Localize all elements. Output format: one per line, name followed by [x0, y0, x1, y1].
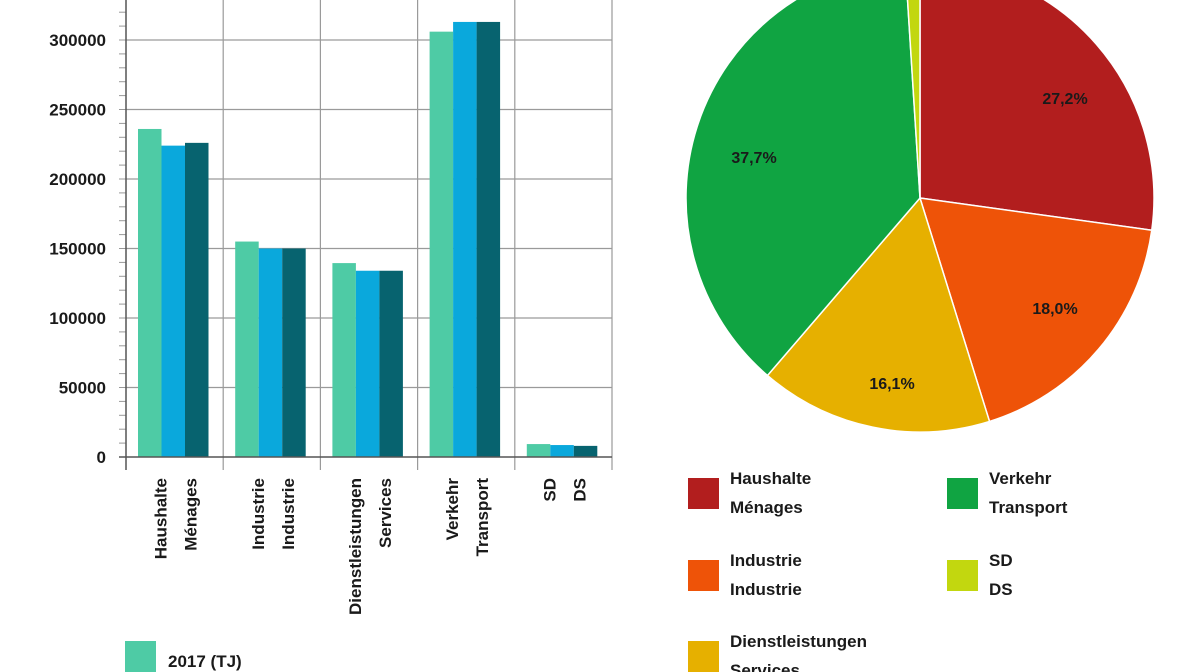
x-category-label: DS	[570, 478, 589, 502]
bar-dienstleistungen-series-1	[355, 270, 380, 457]
x-category-label: Verkehr	[443, 478, 462, 541]
legend-swatch-dienstleistungen	[688, 641, 719, 672]
legend-label-2017: 2017 (TJ)	[168, 652, 242, 671]
pie-percent-label: 18,0%	[1032, 301, 1077, 318]
bar-verkehr-series-2	[476, 21, 501, 458]
x-category-label: Industrie	[249, 478, 268, 550]
legend-label: Industrie	[730, 580, 802, 599]
y-tick-label: 100000	[49, 309, 106, 328]
bar-chart: 0 50000 100000 150000 200000 250000 300000 Haus…	[49, 0, 613, 672]
pie-slice-industrie	[918, 197, 1153, 423]
legend-label: Verkehr	[989, 469, 1052, 488]
bar-sd-series-0	[526, 444, 551, 457]
legend-label: SD	[989, 551, 1013, 570]
x-category-label: Services	[376, 478, 395, 548]
pie-percent-label: 16,1%	[869, 376, 914, 393]
pie-slice-dienstleistungen	[766, 196, 991, 433]
bar-verkehr-series-1	[453, 21, 477, 458]
bar-industrie-series-0	[235, 241, 259, 457]
bar-industrie-series-1	[258, 248, 283, 457]
y-tick-label: 50000	[59, 379, 106, 398]
x-category-label: Industrie	[279, 478, 298, 550]
pie-percent-label: 27,2%	[1042, 91, 1087, 108]
bar-dienstleistungen-series-2	[379, 270, 403, 457]
pie-slice-sd	[906, 0, 921, 199]
bar-sd-series-1	[550, 445, 574, 457]
legend-label: Transport	[989, 498, 1068, 517]
x-category-label: Ménages	[182, 478, 201, 551]
x-category-label: Haushalte	[152, 478, 171, 559]
legend-label: Ménages	[730, 498, 803, 517]
bar-verkehr-series-0	[429, 31, 454, 457]
y-tick-label: 200000	[49, 170, 106, 189]
y-tick-label: 250000	[49, 101, 106, 120]
bar-haushalte-series-2	[185, 142, 209, 458]
legend-label: DS	[989, 580, 1013, 599]
legend-swatch-verkehr	[947, 478, 978, 509]
x-category-label: Transport	[473, 478, 492, 557]
legend-swatch-haushalte	[688, 478, 719, 509]
legend-swatch-2017	[125, 641, 156, 672]
legend-label: Haushalte	[730, 469, 811, 488]
legend-label: Dienstleistungen	[730, 632, 867, 651]
pie-chart: 27,2% 18,0% 16,1% 37,7% Haushalte Ménages Indu…	[685, 0, 1155, 672]
legend-label: Industrie	[730, 551, 802, 570]
y-tick-label: 0	[97, 448, 106, 467]
bar-sd-series-2	[573, 445, 598, 457]
y-tick-label: 300000	[49, 31, 106, 50]
legend-swatch-industrie	[688, 560, 719, 591]
bar-dienstleistungen-series-0	[332, 263, 356, 457]
pie-slice-verkehr	[685, 0, 921, 377]
bar-haushalte-series-1	[161, 145, 185, 457]
bar-haushalte-series-0	[138, 128, 162, 457]
y-tick-label: 150000	[49, 240, 106, 259]
bar-industrie-series-2	[282, 248, 306, 457]
x-category-label: SD	[540, 478, 559, 502]
x-category-label: Dienstleistungen	[346, 478, 365, 615]
pie-slice-haushalte	[919, 0, 1155, 232]
legend-label: Services	[730, 661, 800, 672]
legend-swatch-sd	[947, 560, 978, 591]
pie-percent-label: 37,7%	[731, 150, 776, 167]
